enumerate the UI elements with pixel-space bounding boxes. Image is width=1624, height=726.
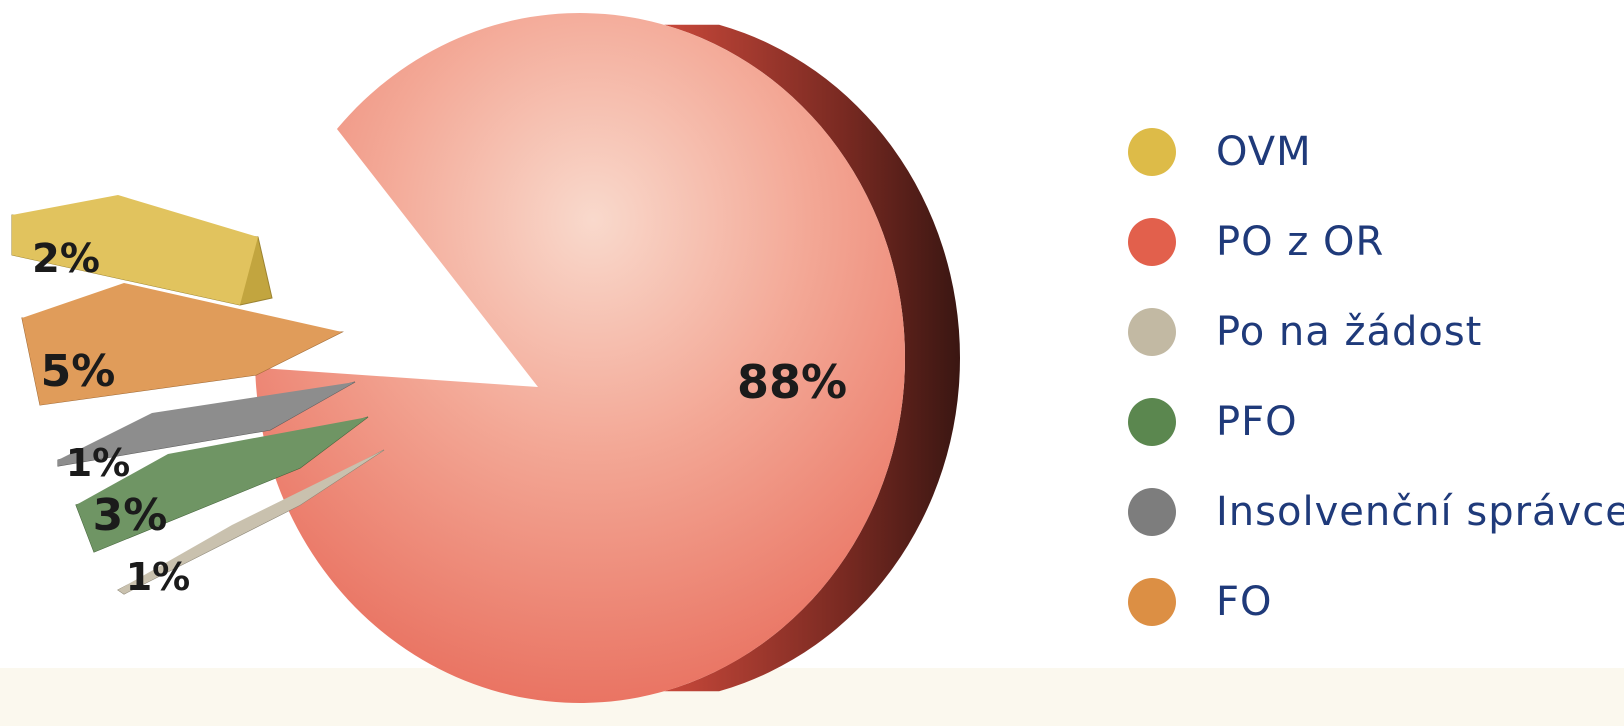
legend-label: Insolvenční správce — [1216, 489, 1624, 535]
slices-layer — [11, 12, 961, 703]
legend-swatch — [1128, 488, 1176, 536]
legend-item: PO z OR — [1128, 208, 1608, 276]
pie-slice — [76, 417, 368, 552]
legend-label: PO z OR — [1216, 219, 1385, 265]
legend-swatch — [1128, 218, 1176, 266]
slice-value-label: 1% — [66, 441, 131, 485]
legend-item: Po na žádost — [1128, 298, 1608, 366]
legend-item: PFO — [1128, 388, 1608, 456]
legend-swatch — [1128, 398, 1176, 446]
legend-swatch — [1128, 128, 1176, 176]
pie-slice — [12, 195, 258, 305]
legend: OVM PO z OR Po na žádost PFO Insolvenční… — [1128, 118, 1624, 658]
legend-label: Po na žádost — [1216, 309, 1483, 355]
legend-swatch — [1128, 308, 1176, 356]
labels-layer: 88% 2% 5% 1% 3% 1% — [32, 236, 847, 599]
slice-value-label: 3% — [93, 490, 168, 541]
pie-slice — [58, 382, 355, 466]
legend-item: FO — [1128, 568, 1608, 636]
pie-slice-side — [664, 24, 961, 692]
slice-value-label: 2% — [32, 236, 100, 282]
legend-label: PFO — [1216, 399, 1298, 445]
slice-value-label: 1% — [126, 555, 191, 599]
legend-label: FO — [1216, 579, 1273, 625]
legend-item: OVM — [1128, 118, 1608, 186]
pie-slice — [255, 12, 905, 703]
pie-slice — [118, 450, 384, 594]
background-band — [0, 668, 1624, 726]
pie-slice — [22, 283, 342, 405]
slice-value-label: 5% — [41, 346, 116, 397]
legend-label: OVM — [1216, 129, 1312, 175]
legend-swatch — [1128, 578, 1176, 626]
legend-item: Insolvenční správce — [1128, 478, 1624, 546]
slice-value-label: 88% — [737, 355, 847, 409]
